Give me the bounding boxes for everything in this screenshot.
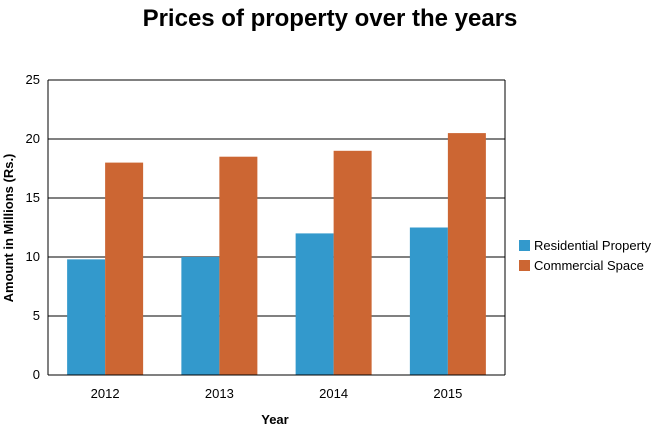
y-tick-label: 0	[33, 367, 40, 382]
y-tick-labels: 0 5 10 15 20 25	[26, 72, 40, 382]
x-tick-label: 2014	[319, 386, 348, 401]
bar-commercial-space-2015	[447, 133, 486, 375]
legend-label: Commercial Space	[534, 258, 644, 273]
chart-title: Prices of property over the years	[143, 5, 518, 32]
x-tick-label: 2015	[433, 386, 462, 401]
y-tick-label: 5	[33, 308, 40, 323]
bars	[67, 133, 486, 375]
x-tick-labels: 2012 2013 2014 2015	[91, 386, 463, 401]
y-tick-label: 10	[26, 249, 40, 264]
x-tick-label: 2013	[205, 386, 234, 401]
y-tick-label: 15	[26, 190, 40, 205]
y-tick-label: 25	[26, 72, 40, 87]
legend-label: Residential Property	[534, 238, 652, 253]
x-axis-label: Year	[261, 412, 288, 427]
bar-residential-property-2015	[409, 227, 448, 375]
x-tick-label: 2012	[91, 386, 120, 401]
bar-residential-property-2014	[295, 233, 334, 375]
bar-commercial-space-2013	[219, 156, 258, 375]
y-tick-label: 20	[26, 131, 40, 146]
bar-residential-property-2012	[67, 259, 106, 375]
bar-commercial-space-2014	[333, 150, 372, 375]
y-axis-label: Amount in Millions (Rs.)	[1, 154, 16, 303]
legend-swatch-residential-property	[519, 240, 530, 251]
legend: Residential Property Commercial Space	[519, 238, 652, 273]
axes	[47, 80, 506, 376]
bar-commercial-space-2012	[105, 162, 144, 375]
legend-swatch-commercial-space	[519, 260, 530, 271]
bar-residential-property-2013	[181, 257, 220, 375]
